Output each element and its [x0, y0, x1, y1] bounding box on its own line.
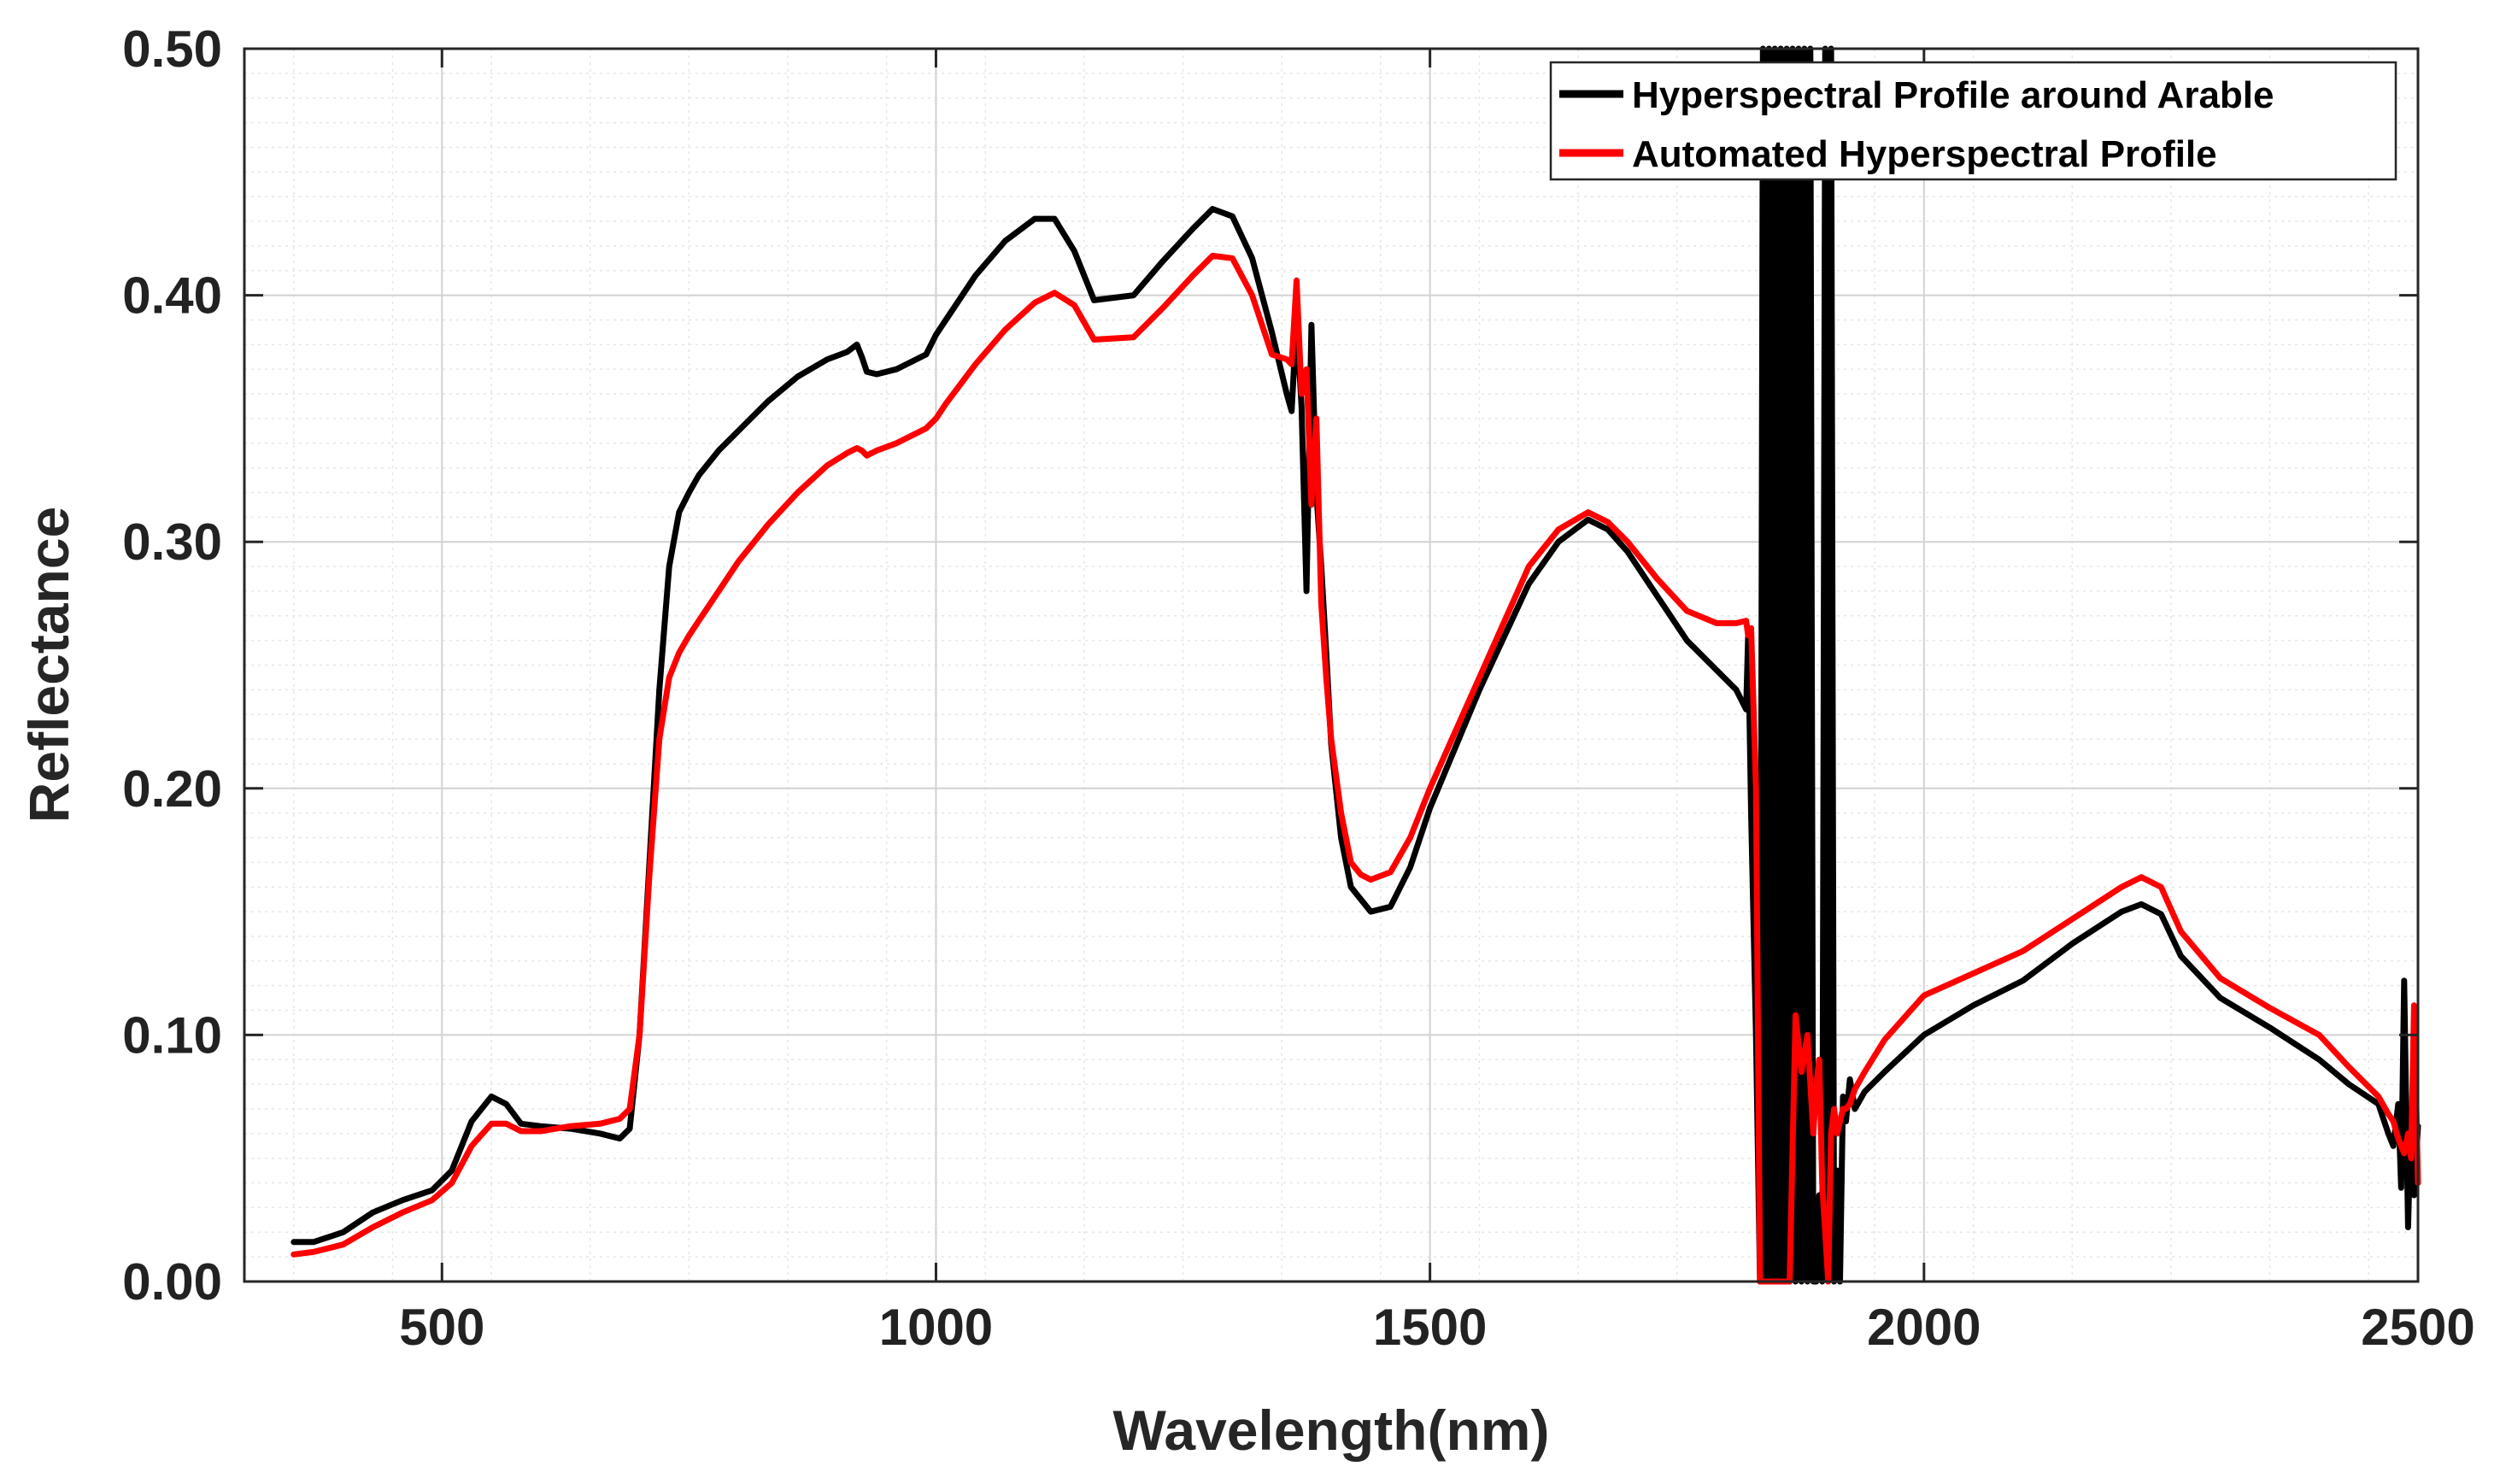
legend-box [1549, 61, 2397, 181]
x-tick-label: 1500 [1373, 1299, 1487, 1356]
x-tick-label: 500 [399, 1299, 484, 1356]
y-tick-label: 0.40 [122, 267, 222, 325]
y-tick-label: 0.30 [122, 513, 222, 571]
minor-grid [244, 49, 2418, 1282]
x-tick-label: 2500 [2361, 1299, 2474, 1356]
plot-area-frame [243, 47, 2420, 1283]
x-axis-tick-labels: 500 1000 1500 2000 2500 [399, 1299, 2475, 1356]
series-line-automated [291, 252, 2421, 1285]
y-tick-label: 0.50 [122, 21, 222, 78]
series-line-arable [291, 45, 2421, 1285]
legend-label-automated: Automated Hyperspectral Profile [1632, 133, 2217, 175]
y-tick-label: 0.20 [122, 760, 222, 818]
x-axis-ticks [440, 49, 2420, 1282]
y-axis-tick-labels: 0.00 0.10 0.20 0.30 0.40 0.50 [122, 21, 222, 1311]
x-axis-title: Wavelength(nm) [1113, 1399, 1550, 1462]
y-axis-ticks [244, 47, 2418, 1283]
series-layer [291, 45, 2421, 1285]
legend-label-arable: Hyperspectral Profile around Arable [1632, 74, 2274, 116]
x-tick-label: 1000 [879, 1299, 993, 1356]
y-tick-label: 0.00 [122, 1253, 222, 1311]
y-axis-title: Reflectance [17, 507, 80, 824]
legend: Hyperspectral Profile around Arable Auto… [1549, 61, 2397, 181]
x-tick-label: 2000 [1867, 1299, 1981, 1356]
y-tick-label: 0.10 [122, 1006, 222, 1064]
